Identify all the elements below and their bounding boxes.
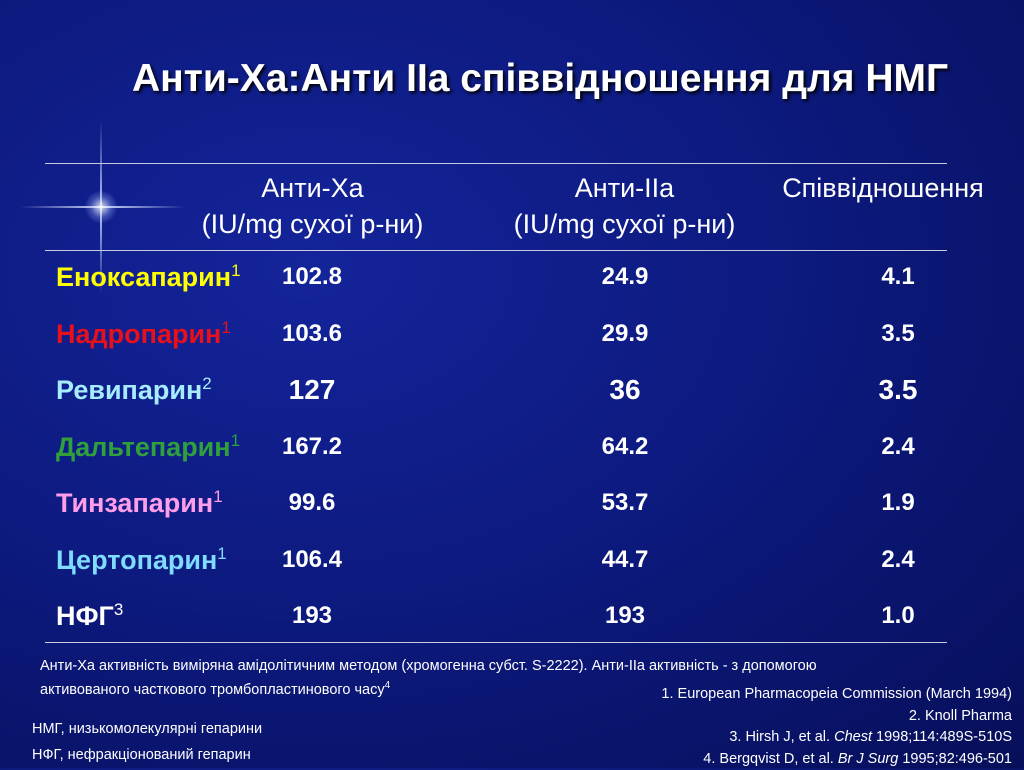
column-header-ratio: Співвідношення xyxy=(752,170,1014,206)
footnote-marker: 1 xyxy=(221,318,230,337)
reference-item: 2. Knoll Pharma xyxy=(661,706,1012,728)
table-cell-ratio: 3.5 xyxy=(823,374,973,406)
footnote-marker: 3 xyxy=(114,600,123,619)
table-cell-anti-xa: 103.6 xyxy=(237,320,387,348)
reference-journal: Chest xyxy=(834,729,872,745)
table-cell-anti-xa: 102.8 xyxy=(237,263,387,291)
table-cell-anti-iia: 36 xyxy=(550,374,700,406)
row-label-text: Еноксапарин xyxy=(56,262,231,292)
column-header-name: Анти-IIa xyxy=(575,173,674,203)
row-label-text: Тинзапарин xyxy=(56,488,213,518)
table-cell-ratio: 3.5 xyxy=(823,320,973,348)
table-rule-header xyxy=(45,250,947,251)
row-label: НФГ3 xyxy=(56,601,123,632)
column-header-name: Співвідношення xyxy=(782,173,984,203)
column-header-anti-iia: Анти-IIa (IU/mg сухої р-ни) xyxy=(487,170,762,242)
reference-citation: 1998;114:489S-510S xyxy=(872,729,1012,745)
column-header-unit: (IU/mg сухої р-ни) xyxy=(487,206,762,242)
reference-citation: 1995;82:496-501 xyxy=(898,751,1012,767)
slide-title: Анти-Xa:Анти IIa співвідношення для НМГ xyxy=(132,56,992,102)
row-label: Ревипарин2 xyxy=(56,375,212,406)
row-label-text: Цертопарин xyxy=(56,545,217,575)
reference-authors: 4. Bergqvist D, et al. xyxy=(703,751,838,767)
table-cell-ratio: 1.0 xyxy=(823,602,973,630)
references: 1. European Pharmacopeia Commission (Mar… xyxy=(661,684,1012,770)
method-note-line: Анти-Xa активність виміряна амідолітични… xyxy=(40,656,1000,676)
footnote-marker: 1 xyxy=(217,544,226,563)
footnote-marker: 1 xyxy=(213,487,222,506)
table-cell-anti-iia: 24.9 xyxy=(550,263,700,291)
reference-item: 4. Bergqvist D, et al. Br J Surg 1995;82… xyxy=(661,749,1012,770)
reference-item: 3. Hirsh J, et al. Chest 1998;114:489S-5… xyxy=(661,727,1012,749)
table-cell-ratio: 4.1 xyxy=(823,263,973,291)
footnote-marker: 4 xyxy=(385,680,391,691)
reference-item: 1. European Pharmacopeia Commission (Mar… xyxy=(661,684,1012,706)
method-note-text: активованого часткового тромбопластиново… xyxy=(40,682,385,698)
table-cell-ratio: 1.9 xyxy=(823,489,973,517)
row-label: Цертопарин1 xyxy=(56,545,227,576)
footnote-marker: 2 xyxy=(202,374,211,393)
row-label: Надропарин1 xyxy=(56,319,231,350)
abbreviation-nfg: НФГ, нефракціонований гепарин xyxy=(32,747,251,763)
row-label-text: Надропарин xyxy=(56,319,221,349)
row-label-text: Дальтепарин xyxy=(56,432,231,462)
table-rule-top xyxy=(45,163,947,164)
row-label: Еноксапарин1 xyxy=(56,262,241,293)
table-rule-bottom xyxy=(45,642,947,643)
column-header-name: Анти-Xa xyxy=(261,173,363,203)
table-cell-anti-xa: 127 xyxy=(237,374,387,406)
reference-authors: 3. Hirsh J, et al. xyxy=(729,729,834,745)
table-cell-ratio: 2.4 xyxy=(823,433,973,461)
row-label-text: Ревипарин xyxy=(56,375,202,405)
table-cell-anti-iia: 44.7 xyxy=(550,546,700,574)
reference-journal: Br J Surg xyxy=(838,751,898,767)
table-cell-anti-xa: 193 xyxy=(237,602,387,630)
row-label-text: НФГ xyxy=(56,601,114,631)
table-cell-ratio: 2.4 xyxy=(823,546,973,574)
abbreviation-nmg: НМГ, низькомолекулярні гепарини xyxy=(32,721,262,737)
table-cell-anti-iia: 193 xyxy=(550,602,700,630)
row-label: Тинзапарин1 xyxy=(56,488,223,519)
table-cell-anti-xa: 167.2 xyxy=(237,433,387,461)
table-cell-anti-iia: 64.2 xyxy=(550,433,700,461)
column-header-anti-xa: Анти-Xa (IU/mg сухої р-ни) xyxy=(175,170,450,242)
column-header-unit: (IU/mg сухої р-ни) xyxy=(175,206,450,242)
flare-glow-decoration xyxy=(85,191,117,223)
table-cell-anti-xa: 99.6 xyxy=(237,489,387,517)
table-cell-anti-iia: 29.9 xyxy=(550,320,700,348)
table-cell-anti-xa: 106.4 xyxy=(237,546,387,574)
row-label: Дальтепарин1 xyxy=(56,432,240,463)
table-cell-anti-iia: 53.7 xyxy=(550,489,700,517)
